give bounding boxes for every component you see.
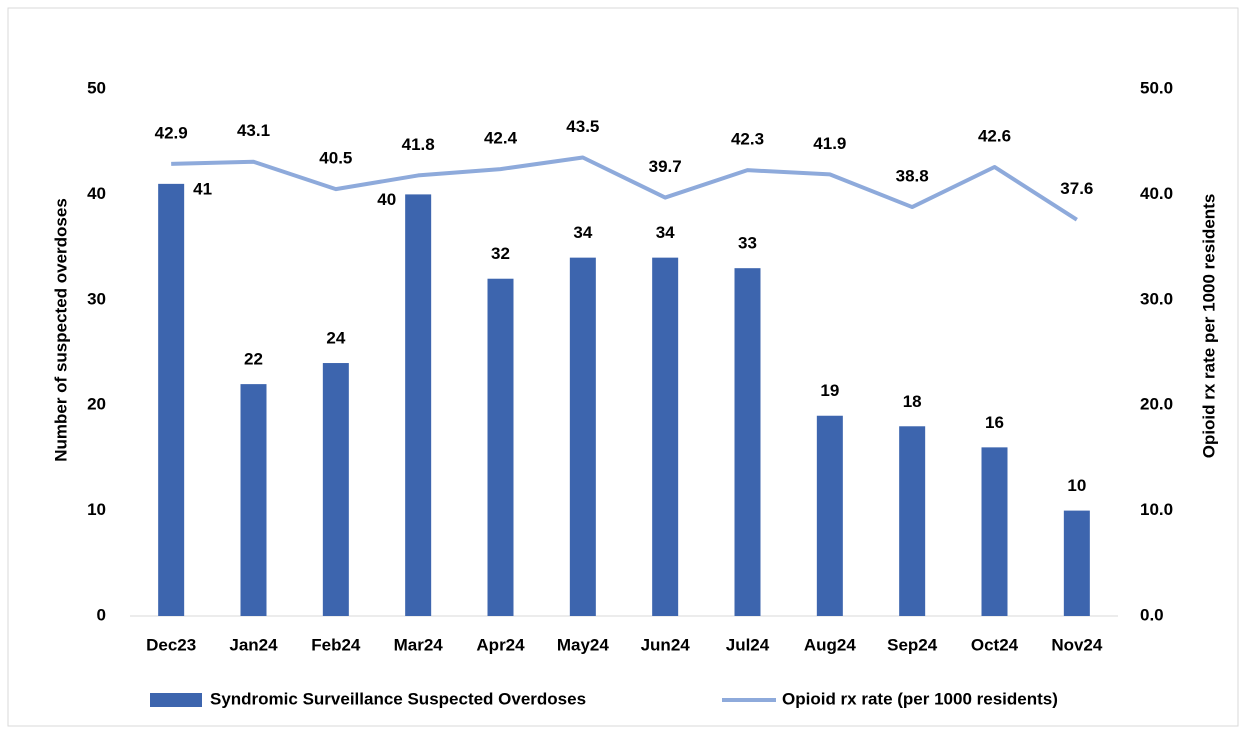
line — [171, 155, 1078, 222]
bar-value-label: 19 — [820, 381, 839, 400]
bar — [652, 257, 679, 616]
bar — [158, 183, 185, 617]
bar-value-label: 33 — [738, 234, 757, 253]
y-tick-label: 20 — [87, 395, 106, 414]
x-tick-label: Jan24 — [229, 635, 278, 654]
y-axis-title: Number of suspected overdoses — [51, 198, 70, 462]
x-tick-label: Nov24 — [1051, 635, 1103, 654]
y-tick-label: 0 — [97, 605, 106, 624]
bar-value-label: 41 — [193, 179, 212, 198]
y-tick-label: 10 — [87, 500, 106, 519]
y2-tick-label: 40.0 — [1140, 184, 1173, 203]
x-tick-label: Aug24 — [804, 635, 857, 654]
x-tick-label: Feb24 — [311, 635, 361, 654]
bar — [816, 415, 843, 616]
bar — [981, 447, 1008, 616]
line-value-label: 37.6 — [1060, 179, 1093, 198]
x-tick-label: Sep24 — [887, 635, 938, 654]
bar-value-label: 22 — [244, 350, 263, 369]
y2-tick-label: 0.0 — [1140, 605, 1164, 624]
bar-value-label: 32 — [491, 244, 510, 263]
bar — [240, 384, 267, 616]
bar-value-label: 34 — [573, 223, 592, 242]
bar — [322, 363, 349, 616]
x-tick-label: May24 — [557, 635, 610, 654]
x-tick-label: Jul24 — [726, 635, 770, 654]
line-value-label: 43.1 — [237, 121, 270, 140]
y-tick-label: 50 — [87, 78, 106, 97]
bar — [569, 257, 596, 616]
line-value-label: 43.5 — [566, 117, 599, 136]
line-value-label: 40.5 — [319, 149, 352, 168]
bar-value-label: 16 — [985, 413, 1004, 432]
y2-tick-label: 50.0 — [1140, 78, 1173, 97]
line-value-label: 42.9 — [155, 123, 188, 142]
legend-swatch — [150, 693, 202, 707]
x-tick-label: Dec23 — [146, 635, 196, 654]
line-value-label: 39.7 — [649, 157, 682, 176]
bar — [487, 278, 514, 616]
bar-value-label: 40 — [377, 190, 396, 209]
chart-border — [7, 7, 1239, 727]
y-tick-label: 30 — [87, 289, 106, 308]
bar-value-label: 10 — [1067, 476, 1086, 495]
y2-tick-label: 10.0 — [1140, 500, 1173, 519]
legend-label: Opioid rx rate (per 1000 residents) — [782, 689, 1058, 708]
line-value-label: 42.3 — [731, 130, 764, 149]
bar-value-label: 34 — [656, 223, 675, 242]
bar — [405, 194, 432, 616]
y2-axis-title: Opioid rx rate per 1000 residents — [1199, 194, 1218, 459]
bar — [899, 426, 926, 616]
x-tick-label: Jun24 — [641, 635, 691, 654]
line-value-label: 42.4 — [484, 129, 518, 148]
legend-label: Syndromic Surveillance Suspected Overdos… — [210, 689, 586, 708]
x-tick-label: Apr24 — [476, 635, 525, 654]
bar — [1063, 510, 1090, 616]
x-tick-label: Oct24 — [971, 635, 1019, 654]
bar-value-label: 24 — [326, 329, 345, 348]
bar-value-label: 18 — [903, 392, 922, 411]
y-tick-label: 40 — [87, 184, 106, 203]
y2-tick-label: 20.0 — [1140, 395, 1173, 414]
line-value-label: 41.8 — [402, 135, 435, 154]
line-value-label: 38.8 — [896, 167, 929, 186]
line-value-label: 41.9 — [813, 134, 846, 153]
y2-tick-label: 30.0 — [1140, 289, 1173, 308]
x-tick-label: Mar24 — [394, 635, 444, 654]
line-value-label: 42.6 — [978, 126, 1011, 145]
bar — [734, 268, 761, 616]
